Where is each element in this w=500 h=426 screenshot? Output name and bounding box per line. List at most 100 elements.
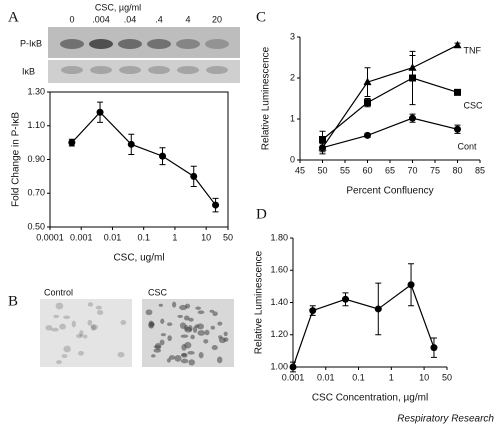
marker: [127, 140, 135, 148]
panel-label: D: [256, 206, 267, 222]
x-tick-label: 45: [295, 165, 305, 175]
x-tick-label: 65: [385, 165, 395, 175]
cell: [95, 305, 102, 310]
marker: [364, 99, 371, 107]
blot-band: [89, 39, 113, 49]
x-tick-label: 0.0001: [36, 232, 64, 242]
x-tick-label: 50: [223, 232, 233, 242]
micrograph: [40, 299, 132, 367]
cell: [223, 337, 229, 342]
x-tick-label: 0.1: [352, 372, 365, 382]
lane-label: 4: [185, 14, 190, 24]
x-tick-label: 0.001: [70, 232, 93, 242]
cell: [223, 331, 228, 337]
cell: [160, 333, 167, 337]
cell: [158, 303, 163, 307]
marker: [96, 108, 104, 116]
cell: [55, 302, 64, 310]
cell: [171, 301, 177, 308]
x-tick-label: 70: [407, 165, 417, 175]
y-tick-label: 0.50: [27, 221, 45, 231]
marker: [319, 136, 326, 143]
y-axis-label: Relative Luminescence: [261, 46, 272, 150]
cell: [71, 320, 76, 328]
marker: [453, 40, 462, 49]
marker: [319, 144, 326, 152]
x-tick-label: 10: [419, 372, 429, 382]
blot-band: [61, 66, 83, 74]
cell: [168, 355, 176, 360]
y-tick-label: 1.00: [270, 361, 288, 371]
y-tick-label: 0.70: [27, 188, 45, 198]
blot-band: [147, 39, 171, 49]
cell: [63, 345, 71, 353]
blot-band: [205, 39, 229, 49]
cell: [197, 330, 206, 336]
y-tick-label: 1.40: [270, 297, 288, 307]
y-tick-label: 1.80: [270, 232, 288, 242]
marker: [409, 114, 416, 122]
cell: [87, 302, 94, 307]
y-tick-label: 1.60: [270, 265, 288, 275]
cell: [154, 343, 162, 350]
blot-band: [177, 66, 199, 74]
series-label: CSC: [464, 101, 484, 111]
micrograph-label: CSC: [148, 287, 168, 297]
cell: [212, 311, 218, 317]
cell: [177, 314, 183, 318]
cell: [61, 354, 68, 359]
x-tick-label: 10: [201, 232, 211, 242]
blot-band: [90, 66, 112, 74]
marker: [374, 305, 382, 313]
cell: [174, 354, 182, 362]
y-axis-label: Relative Luminescence: [254, 250, 265, 354]
cell: [87, 319, 93, 326]
x-tick-label: 75: [430, 165, 440, 175]
blot-row-label: P-IκB: [20, 38, 42, 48]
cell: [76, 333, 83, 339]
cell: [180, 358, 189, 364]
y-axis-label: Fold Change in P-IκB: [11, 112, 22, 207]
series-line: [322, 117, 458, 149]
cell: [198, 352, 204, 359]
x-tick-label: 55: [340, 165, 350, 175]
y-tick-label: 1: [290, 113, 295, 123]
cell: [188, 317, 194, 322]
micrograph: [142, 299, 234, 367]
x-tick-label: 0.001: [282, 372, 305, 382]
cell: [180, 334, 189, 338]
cell: [195, 306, 201, 310]
cell: [188, 359, 195, 366]
cell: [59, 323, 67, 330]
x-tick-label: 0.01: [104, 232, 122, 242]
x-tick-label: 60: [362, 165, 372, 175]
cell: [78, 350, 84, 356]
blot-header: CSC, µg/ml: [95, 2, 141, 12]
x-axis-label: Percent Confluency: [346, 186, 433, 197]
cell: [184, 341, 192, 349]
x-tick-label: 0.01: [317, 372, 335, 382]
blot-band: [176, 39, 200, 49]
y-tick-label: 1.20: [270, 329, 288, 339]
y-tick-label: 3: [290, 31, 295, 41]
cell: [210, 325, 215, 330]
cell: [190, 334, 195, 340]
series-label: Cont: [458, 142, 478, 152]
cell: [82, 334, 88, 339]
marker: [363, 77, 372, 86]
marker: [289, 363, 297, 371]
blot-row-label: IκB: [22, 66, 35, 76]
panel-label: A: [8, 9, 19, 25]
lane-label: .4: [155, 14, 163, 24]
y-tick-label: 0: [290, 154, 295, 164]
series-line: [292, 283, 435, 368]
series-line: [322, 44, 458, 149]
cell: [159, 339, 165, 346]
cell: [179, 322, 187, 329]
cell: [63, 315, 71, 319]
marker: [342, 295, 350, 303]
marker: [68, 139, 76, 147]
cell: [160, 318, 165, 324]
lane-label: 0: [69, 14, 74, 24]
cell: [203, 339, 209, 344]
